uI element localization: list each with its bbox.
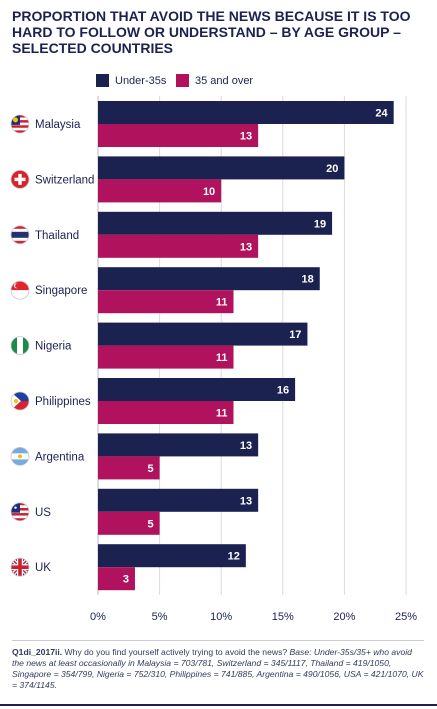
data-label-under35: 18 — [302, 274, 314, 286]
bar-over35 — [98, 179, 222, 203]
chart-title: PROPORTION THAT AVOID THE NEWS BECAUSE I… — [12, 8, 411, 56]
data-label-over35: 5 — [147, 463, 153, 475]
bar-under35 — [98, 488, 259, 512]
data-label-under35: 17 — [289, 329, 301, 341]
bar-over35 — [98, 401, 234, 424]
data-label-under35: 19 — [314, 218, 326, 230]
bar-under35 — [98, 267, 320, 291]
bar-under35 — [98, 322, 308, 346]
bar-over35 — [98, 511, 160, 535]
footnote: Q1di_2017ii. Why do you find yourself ac… — [12, 647, 424, 691]
thailand-flag-icon — [10, 225, 30, 245]
legend-item-under35: Under-35s — [96, 72, 166, 88]
bar-under35 — [98, 156, 345, 180]
singapore-flag-icon — [10, 280, 30, 300]
x-tick-label: 5% — [152, 611, 168, 623]
category-label: US — [35, 507, 51, 519]
legend-label-over35: 35 and over — [195, 74, 254, 87]
legend-label-under35: Under-35s — [115, 74, 167, 87]
category-label: Argentina — [35, 451, 85, 463]
category-label: Singapore — [35, 285, 87, 297]
footnote-question: Why do you find yourself actively trying… — [62, 647, 290, 657]
data-label-under35: 13 — [240, 440, 252, 452]
argentina-flag-icon — [10, 446, 30, 466]
data-label-over35: 13 — [240, 131, 252, 143]
x-tick-label: 25% — [395, 611, 417, 623]
bar-under35 — [98, 433, 259, 457]
category-label: Switzerland — [35, 174, 94, 186]
bar-under35 — [98, 101, 394, 124]
bar-over35 — [98, 456, 160, 480]
bar-over35 — [98, 345, 234, 369]
data-label-over35: 5 — [147, 518, 153, 530]
data-label-over35: 3 — [123, 574, 129, 586]
switzerland-flag-icon — [10, 169, 30, 189]
data-label-over35: 10 — [203, 186, 215, 198]
x-tick-label: 15% — [272, 611, 294, 623]
category-label: Thailand — [35, 230, 79, 242]
category-label: UK — [35, 562, 51, 574]
legend-swatch-over35 — [176, 74, 189, 88]
uk-flag-icon — [10, 557, 30, 577]
x-tick-label: 10% — [210, 611, 232, 623]
data-label-over35: 13 — [240, 241, 252, 253]
data-label-over35: 11 — [216, 352, 228, 364]
category-label: Malaysia — [35, 119, 81, 131]
bar-over35 — [98, 290, 234, 314]
philippines-flag-icon — [10, 391, 30, 411]
bar-chart: 0% 5% 10% 15% 20% 25% Malaysia 24 13 Switzerland 2… — [10, 96, 417, 623]
us-flag-icon — [10, 502, 30, 522]
bar-over35 — [98, 234, 259, 258]
data-label-under35: 20 — [326, 163, 338, 175]
bar-under35 — [98, 544, 246, 568]
data-label-under35: 12 — [228, 551, 240, 563]
data-label-over35: 11 — [216, 408, 228, 420]
bar-under35 — [98, 378, 296, 401]
bar-under35 — [98, 211, 333, 235]
data-label-under35: 13 — [240, 495, 252, 507]
data-label-under35: 16 — [277, 385, 289, 397]
data-label-under35: 24 — [375, 108, 388, 120]
bottom-rule — [0, 704, 437, 706]
bar-over35 — [98, 124, 259, 147]
nigeria-flag-icon — [10, 336, 30, 356]
legend-item-over35: 35 and over — [176, 72, 253, 88]
category-label: Philippines — [35, 396, 91, 408]
footnote-divider — [12, 640, 424, 641]
data-label-over35: 11 — [216, 297, 228, 309]
x-tick-label: 0% — [90, 611, 106, 623]
footnote-question-id: Q1di_2017ii. — [12, 647, 63, 657]
footnote-base: Base: Under-35s/35+ who avoid the news a… — [12, 647, 424, 690]
category-label: Nigeria — [35, 341, 72, 353]
malaysia-flag-icon — [10, 114, 30, 134]
bar-over35 — [98, 567, 135, 591]
legend-swatch-under35 — [96, 74, 109, 88]
x-tick-label: 20% — [333, 611, 355, 623]
